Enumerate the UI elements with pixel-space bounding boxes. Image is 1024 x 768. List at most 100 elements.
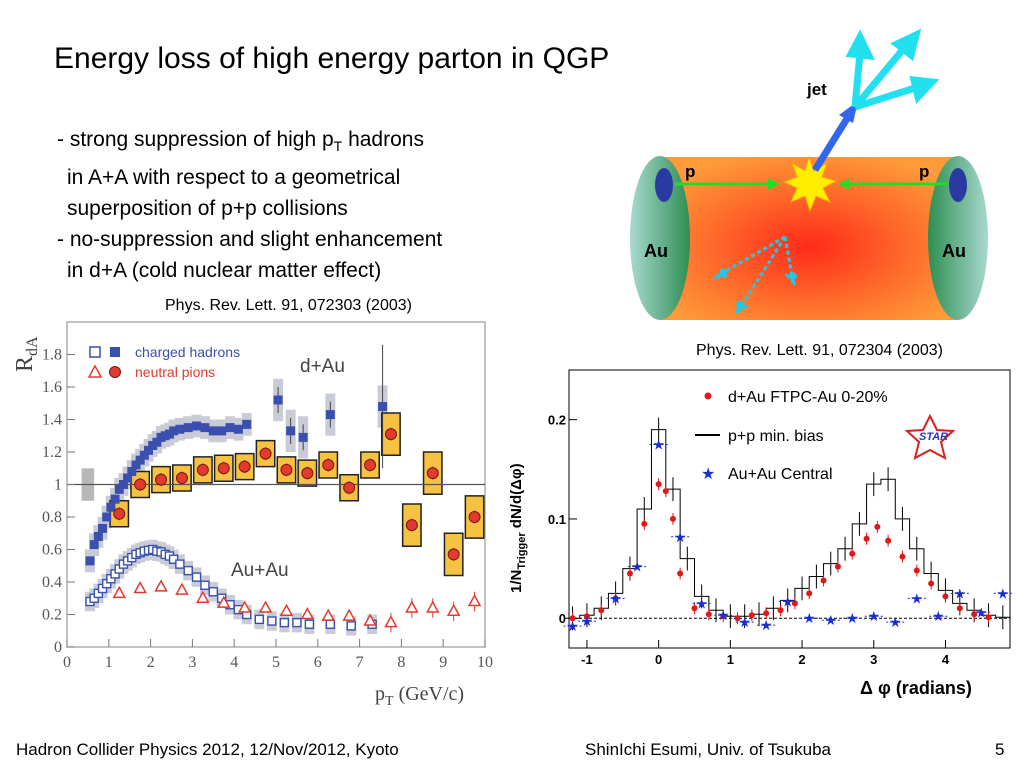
au-label-left: Au <box>644 241 668 261</box>
data-point-auau: ★ <box>824 612 837 628</box>
data-point-dau <box>806 590 813 597</box>
data-point-dau-pion <box>155 473 168 486</box>
data-point-auau-pion <box>363 613 377 626</box>
legend: charged hadrons neutral pions <box>87 344 240 380</box>
legend: d+Au FTPC-Au 0-20% p+p min. bias ★ Au+Au… <box>695 389 888 483</box>
proton-label-right: p <box>919 162 929 181</box>
bullet-list: - strong suppression of high pT hadrons … <box>57 124 442 286</box>
data-point-auau-pion <box>196 590 210 603</box>
page-number: 5 <box>995 740 1005 759</box>
reference-right: Phys. Rev. Lett. 91, 072304 (2003) <box>696 342 943 359</box>
legend-label: neutral pions <box>135 364 215 380</box>
data-point-auau: ★ <box>631 559 644 575</box>
data-point-auau: ★ <box>803 610 816 626</box>
data-point-dau <box>655 481 662 488</box>
data-point-dau-pion <box>364 459 377 471</box>
data-point-auau-pion <box>384 615 398 628</box>
data-point-dau-charged <box>98 523 108 533</box>
y-tick-label: 0.6 <box>42 542 62 559</box>
x-tick-label: 9 <box>439 654 447 671</box>
data-point-dau-pion <box>134 478 147 491</box>
data-point-dau-charged <box>242 419 252 429</box>
data-point-dau <box>777 607 784 614</box>
data-point-auau-pion <box>154 579 168 592</box>
data-point-dau <box>677 570 684 577</box>
data-point-dau <box>820 577 827 584</box>
data-point-auau-pion <box>425 600 440 613</box>
proton-left <box>655 168 673 202</box>
data-point-dau-charged <box>127 467 137 476</box>
data-point-auau-charged <box>200 580 210 590</box>
dphi-chart: -1 0 1 2 3 400.10.2 ★ ★★★★★★★ ★ ★★★ ★ ★ ★ ★★★★★★ 1/N… <box>508 369 1012 698</box>
data-point-auau: ★ <box>910 590 923 606</box>
data-point-dau-pion <box>447 548 460 561</box>
annotation-auau: Au+Au <box>231 560 289 581</box>
data-point-dau-charged <box>208 426 218 436</box>
y-tick-label: 0.8 <box>42 509 62 526</box>
data-point-dau-pion <box>238 460 251 473</box>
data-point-dau <box>662 488 669 495</box>
y-tick-label: 0 <box>54 639 62 656</box>
rda-chart: 0 1 2 3 4 5 6 7 8 9 10 0 0.2 0.4 0.6 0.8 1 1.2 1.4 1.6 1.8 R… <box>12 321 493 709</box>
data-point-dau-pion <box>384 428 397 441</box>
data-point-auau-charged <box>325 619 336 629</box>
data-point-auau: ★ <box>674 529 687 545</box>
data-point-dau-pion <box>405 519 418 532</box>
data-point-dau-charged <box>286 426 296 436</box>
data-point-auau-charged <box>292 617 302 628</box>
data-point-dau-charged <box>135 455 145 465</box>
data-point-dau <box>849 550 856 557</box>
data-point-auau-charged <box>346 621 356 631</box>
data-point-dau-pion <box>426 467 439 480</box>
x-tick-label: -1 <box>581 652 593 667</box>
data-point-auau-charged <box>183 565 193 576</box>
data-point-dau <box>569 615 576 622</box>
data-point-auau-charged <box>191 572 202 582</box>
data-point-auau: ★ <box>975 604 988 620</box>
data-point-auau-charged <box>175 559 185 569</box>
data-point-dau <box>956 605 963 612</box>
data-point-auau-pion <box>216 595 231 608</box>
data-point-dau-pion <box>280 463 293 476</box>
data-point-dau <box>734 615 741 622</box>
data-point-dau-charged <box>118 480 128 489</box>
x-tick-label: 10 <box>477 654 493 671</box>
data-point-dau-pion <box>259 447 272 460</box>
x-tick-label: 0 <box>63 654 71 671</box>
data-point-dau-charged <box>89 540 99 550</box>
data-point-auau-charged <box>168 554 179 564</box>
legend-marker <box>110 347 120 357</box>
data-point-dau-charged <box>102 512 112 522</box>
data-point-auau-charged <box>208 587 219 597</box>
legend-label: charged hadrons <box>135 344 240 360</box>
y-tick-label: 1.4 <box>42 412 62 429</box>
data-point-dau <box>834 563 841 570</box>
data-point-dau <box>669 515 676 522</box>
data-point-dau <box>942 593 949 600</box>
arrowhead <box>838 178 850 190</box>
y-tick-label: 0 <box>559 611 566 626</box>
data-point-dau <box>641 520 648 527</box>
data-point-dau <box>885 537 892 544</box>
data-point-dau-charged <box>298 432 308 442</box>
x-axis-label: Δ φ (radians) <box>860 678 972 698</box>
data-point-auau-pion <box>237 600 252 613</box>
data-point-dau-charged <box>183 423 193 433</box>
x-tick-label: 1 <box>727 652 734 667</box>
data-point-dau <box>913 567 920 574</box>
data-point-dau-charged <box>123 473 133 483</box>
data-point-dau <box>720 613 727 620</box>
data-point-auau: ★ <box>781 593 794 609</box>
jet-label: jet <box>806 80 827 99</box>
data-point-auau-charged <box>254 614 264 625</box>
data-point-dau <box>748 612 755 619</box>
data-point-auau: ★ <box>609 590 622 606</box>
x-tick-label: 2 <box>147 654 155 671</box>
legend-marker <box>87 364 103 378</box>
data-point-dau-pion <box>113 507 126 520</box>
jet-axis <box>812 115 851 172</box>
au-label-right: Au <box>942 241 966 261</box>
data-point-dau <box>598 607 605 614</box>
data-point-dau-charged <box>273 395 283 405</box>
data-point-dau <box>626 570 633 577</box>
